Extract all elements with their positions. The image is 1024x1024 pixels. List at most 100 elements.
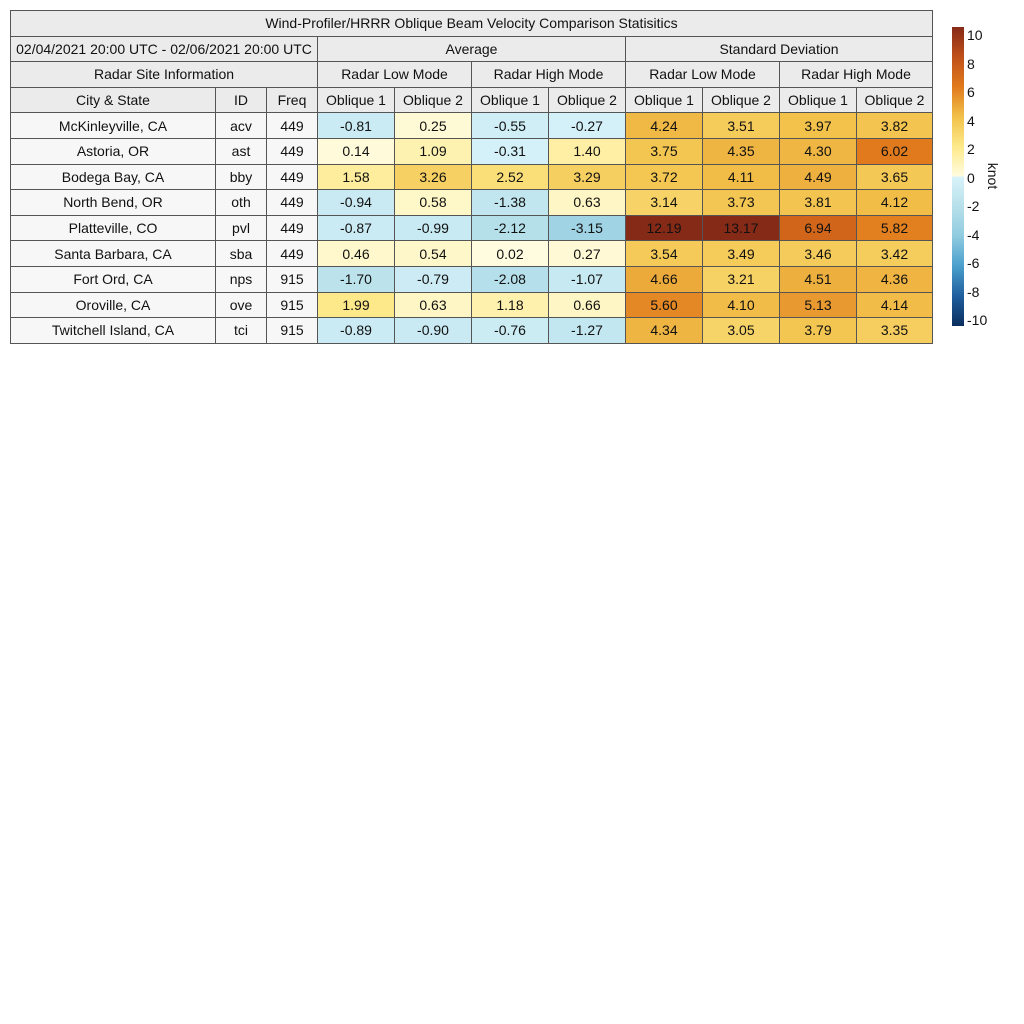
freq-cell: 449: [266, 214, 318, 242]
col-city: City & State: [10, 86, 216, 114]
value-cell: -0.89: [317, 317, 395, 344]
value-cell: 3.65: [856, 163, 933, 191]
city-cell: Santa Barbara, CA: [10, 240, 216, 267]
value-cell: -3.15: [548, 214, 626, 242]
colorbar: [952, 27, 964, 326]
value-cell: 4.12: [856, 189, 933, 216]
value-cell: 3.35: [856, 317, 933, 344]
value-cell: -1.70: [317, 265, 395, 293]
colorbar-tick: 8: [967, 55, 975, 72]
value-cell: -0.99: [394, 214, 472, 242]
colorbar-tick: 0: [967, 169, 975, 186]
value-cell: 3.97: [779, 112, 857, 139]
id-cell: acv: [215, 112, 267, 139]
colorbar-tick: -8: [967, 283, 980, 300]
colorbar-tick: -2: [967, 198, 980, 214]
value-cell: 4.36: [856, 265, 933, 293]
value-cell: -1.27: [548, 317, 626, 344]
value-cell: 0.63: [394, 291, 472, 319]
colorbar-tick: -10: [967, 312, 988, 328]
table-title: Wind-Profiler/HRRR Oblique Beam Velocity…: [10, 10, 933, 37]
value-cell: 0.14: [317, 137, 395, 165]
value-cell: -0.79: [394, 265, 472, 293]
freq-cell: 915: [266, 291, 318, 319]
value-cell: 1.40: [548, 137, 626, 165]
col-oblique-1: Oblique 1: [779, 86, 857, 114]
value-cell: 5.82: [856, 214, 933, 242]
value-cell: 3.21: [702, 265, 780, 293]
site-info-header: Radar Site Information: [10, 61, 318, 88]
value-cell: 3.26: [394, 163, 472, 191]
col-oblique-2: Oblique 2: [394, 86, 472, 114]
value-cell: 1.18: [471, 291, 549, 319]
value-cell: 12.19: [625, 214, 703, 242]
freq-cell: 449: [266, 240, 318, 267]
value-cell: -0.55: [471, 112, 549, 139]
city-cell: North Bend, OR: [10, 189, 216, 216]
value-cell: 0.46: [317, 240, 395, 267]
value-cell: 13.17: [702, 214, 780, 242]
value-cell: 4.35: [702, 137, 780, 165]
value-cell: 4.11: [702, 163, 780, 191]
id-cell: oth: [215, 189, 267, 216]
value-cell: 3.82: [856, 112, 933, 139]
freq-cell: 449: [266, 163, 318, 191]
value-cell: 4.24: [625, 112, 703, 139]
group-std: Standard Deviation: [625, 35, 933, 63]
value-cell: 3.46: [779, 240, 857, 267]
value-cell: 0.66: [548, 291, 626, 319]
id-cell: nps: [215, 265, 267, 293]
std-low-mode: Radar Low Mode: [625, 61, 780, 88]
table-row: Santa Barbara, CA sba 449 0.46 0.54 0.02 0.27 3…: [10, 240, 933, 267]
freq-cell: 449: [266, 189, 318, 216]
value-cell: 3.79: [779, 317, 857, 344]
value-cell: 3.14: [625, 189, 703, 216]
value-cell: 4.49: [779, 163, 857, 191]
value-cell: 3.29: [548, 163, 626, 191]
avg-low-mode: Radar Low Mode: [317, 61, 472, 88]
freq-cell: 915: [266, 317, 318, 344]
value-cell: 6.02: [856, 137, 933, 165]
value-cell: 0.25: [394, 112, 472, 139]
table-row: Fort Ord, CA nps 915 -1.70 -0.79 -2.08 -1.07 4.…: [10, 265, 933, 293]
value-cell: 3.05: [702, 317, 780, 344]
freq-cell: 449: [266, 137, 318, 165]
value-cell: 6.94: [779, 214, 857, 242]
id-cell: ove: [215, 291, 267, 319]
value-cell: -0.27: [548, 112, 626, 139]
value-cell: 0.54: [394, 240, 472, 267]
freq-cell: 915: [266, 265, 318, 293]
value-cell: 0.58: [394, 189, 472, 216]
value-cell: 3.42: [856, 240, 933, 267]
table-row: Platteville, CO pvl 449 -0.87 -0.99 -2.12 -3.1…: [10, 214, 933, 242]
value-cell: 4.10: [702, 291, 780, 319]
table-row: Oroville, CA ove 915 1.99 0.63 1.18 0.66 5.60 4.…: [10, 291, 933, 319]
value-cell: 3.81: [779, 189, 857, 216]
col-oblique-1: Oblique 1: [317, 86, 395, 114]
value-cell: 1.58: [317, 163, 395, 191]
value-cell: 4.30: [779, 137, 857, 165]
value-cell: -0.76: [471, 317, 549, 344]
value-cell: 3.73: [702, 189, 780, 216]
table-row: Bodega Bay, CA bby 449 1.58 3.26 2.52 3.29 3.72…: [10, 163, 933, 191]
colorbar-label: knot: [985, 162, 1002, 190]
value-cell: -1.07: [548, 265, 626, 293]
comparison-table: Wind-Profiler/HRRR Oblique Beam Velocity…: [10, 10, 933, 344]
colorbar-tick: -4: [967, 226, 980, 243]
col-oblique-2: Oblique 2: [856, 86, 933, 114]
freq-cell: 449: [266, 112, 318, 139]
city-cell: Twitchell Island, CA: [10, 317, 216, 344]
value-cell: 1.99: [317, 291, 395, 319]
value-cell: -0.81: [317, 112, 395, 139]
col-oblique-2: Oblique 2: [702, 86, 780, 114]
city-cell: Fort Ord, CA: [10, 265, 216, 293]
value-cell: 3.75: [625, 137, 703, 165]
city-cell: McKinleyville, CA: [10, 112, 216, 139]
value-cell: -0.94: [317, 189, 395, 216]
colorbar-tick: 4: [967, 112, 975, 129]
id-cell: tci: [215, 317, 267, 344]
city-cell: Oroville, CA: [10, 291, 216, 319]
id-cell: sba: [215, 240, 267, 267]
value-cell: -1.38: [471, 189, 549, 216]
group-average: Average: [317, 35, 626, 63]
